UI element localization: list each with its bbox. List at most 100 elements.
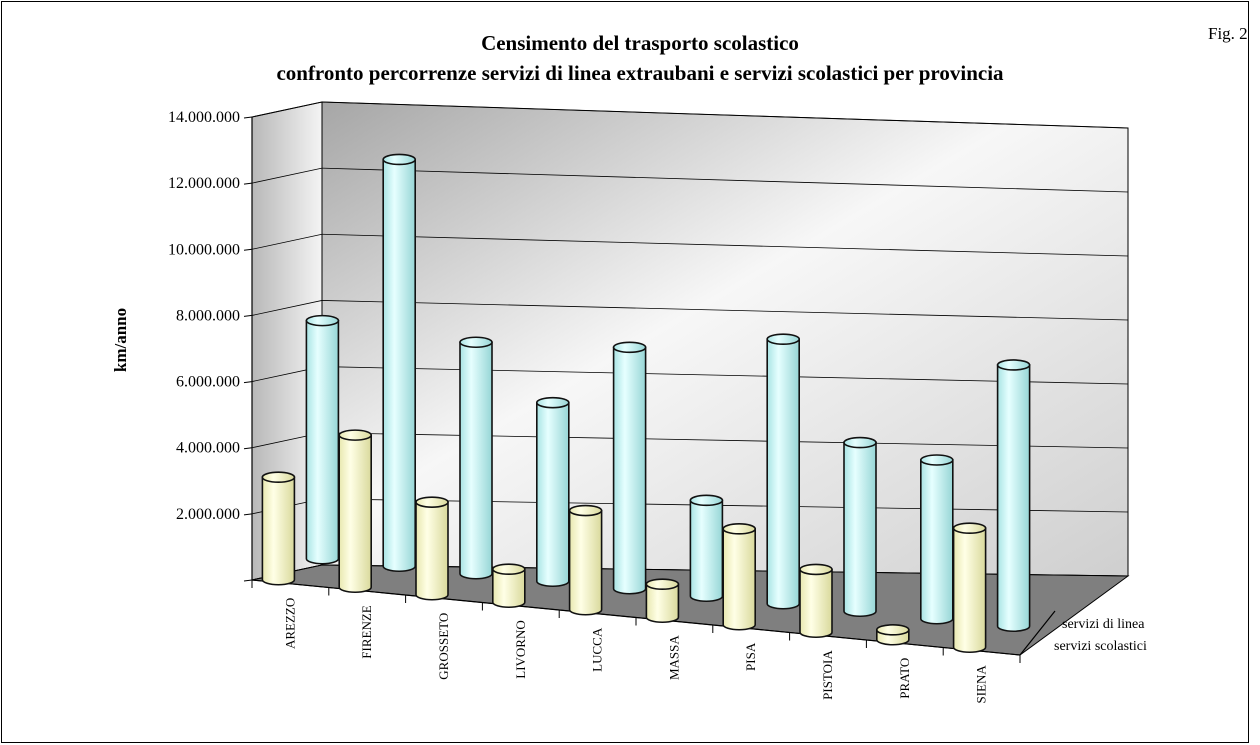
bar-servizi-di-linea-body <box>612 346 647 595</box>
bar-servizi-di-linea-top <box>996 359 1031 371</box>
bar-servizi-di-linea-top <box>919 454 954 466</box>
legend-series-scolastici: servizi scolastici <box>1054 639 1147 654</box>
y-tick-mark <box>243 116 253 119</box>
bar-servizi-scolastici <box>415 496 449 601</box>
bar-servizi-di-linea-body <box>996 364 1031 633</box>
bar-servizi-scolastici <box>338 429 373 594</box>
y-tick-mark <box>243 182 253 185</box>
bar-servizi-scolastici-top <box>645 578 680 590</box>
bar-servizi-scolastici-top <box>722 523 757 535</box>
x-tick-label: LUCCA <box>590 627 605 672</box>
chart-subtitle: confronto percorrenze servizi di linea e… <box>276 61 1004 85</box>
bar-servizi-di-linea-top <box>766 333 801 345</box>
gridline <box>251 233 323 250</box>
x-tick-label: SIENA <box>974 665 989 704</box>
x-tick-label: PISTOIA <box>820 650 835 700</box>
x-tick-label: PISA <box>743 642 758 671</box>
y-tick-mark <box>243 314 253 317</box>
gridlines <box>243 101 1129 582</box>
bar-servizi-di-linea-top <box>612 341 647 354</box>
bar-servizi-scolastici-top <box>338 429 373 441</box>
y-ticks: 14.000.000 12.000.000 10.000.000 8.000.0… <box>168 109 240 523</box>
bar-servizi-scolastici-body <box>415 501 449 601</box>
y-tick-label: 6.000.000 <box>176 374 240 391</box>
bar-servizi-scolastici-top <box>799 563 833 576</box>
y-tick-label: 4.000.000 <box>176 440 240 457</box>
bar-servizi-scolastici-top <box>491 563 526 575</box>
bar-servizi-scolastici-top <box>568 504 603 517</box>
bar-servizi-scolastici-body <box>645 583 680 624</box>
bar-servizi-scolastici-top <box>952 522 987 534</box>
bar-servizi-di-linea-top <box>689 494 724 507</box>
gridline <box>321 300 1129 321</box>
bar-servizi-di-linea <box>612 341 647 595</box>
bar-servizi-scolastici-body <box>261 476 296 586</box>
gridline <box>321 167 1129 193</box>
gridline <box>251 167 323 184</box>
bar-servizi-di-linea <box>689 494 724 603</box>
y-tick-label: 12.000.000 <box>168 175 240 192</box>
bar-servizi-scolastici <box>875 624 910 646</box>
y-tick-mark <box>243 579 253 582</box>
bar-servizi-scolastici-top <box>261 471 296 484</box>
x-tick-label: MASSA <box>666 635 681 680</box>
bar-servizi-di-linea-top <box>843 436 877 449</box>
bar-servizi-di-linea <box>382 153 417 573</box>
bar-servizi-di-linea-body <box>536 401 570 588</box>
y-tick-mark <box>243 381 253 384</box>
bar-servizi-di-linea-top <box>305 314 340 327</box>
bar-servizi-di-linea <box>305 314 340 565</box>
bar-servizi-di-linea-top <box>382 153 417 166</box>
y-tick-mark <box>243 248 253 251</box>
x-tick-label: FIRENZE <box>359 605 374 659</box>
bars <box>251 153 1031 663</box>
bar-servizi-scolastici-body <box>722 528 756 631</box>
chart-title: Censimento del trasporto scolastico <box>481 31 799 55</box>
bar-servizi-di-linea-top <box>459 336 493 349</box>
bar-servizi-di-linea <box>996 359 1031 633</box>
bar-servizi-di-linea-body <box>843 441 877 618</box>
bar-servizi-scolastici <box>645 578 680 624</box>
y-tick-mark <box>243 447 253 450</box>
bar-servizi-di-linea <box>766 333 801 610</box>
bar-servizi-di-linea-body <box>689 499 724 603</box>
legend-series-linea: servizi di linea <box>1062 617 1145 632</box>
x-tick-label: LIVORNO <box>513 620 528 679</box>
bar-servizi-scolastici <box>722 523 757 631</box>
bar-servizi-scolastici-body <box>568 509 603 616</box>
bar-servizi-di-linea-body <box>766 338 800 610</box>
y-tick-label: 8.000.000 <box>176 307 240 324</box>
bar-servizi-scolastici <box>261 471 296 586</box>
bar-servizi-di-linea <box>843 436 877 618</box>
x-categories: AREZZO FIRENZE GROSSETO LIVORNO LUCCA MA… <box>282 598 988 704</box>
bar-servizi-di-linea-top <box>535 396 570 409</box>
bar-servizi-scolastici <box>568 504 603 616</box>
gridline <box>321 498 1129 513</box>
bar-servizi-scolastici-top <box>415 496 449 508</box>
bar-servizi-di-linea <box>919 454 954 625</box>
x-tick-label: GROSSETO <box>436 613 451 680</box>
y-axis-label: km/anno <box>111 308 130 372</box>
gridline <box>321 366 1129 385</box>
bar-servizi-scolastici-body <box>952 527 987 654</box>
bar-servizi-scolastici-body <box>799 568 833 639</box>
depth-axis <box>1019 610 1056 656</box>
bar-servizi-di-linea <box>459 336 493 580</box>
bar-servizi-di-linea <box>535 396 570 588</box>
gridline <box>321 101 1129 129</box>
y-tick-label: 10.000.000 <box>168 241 240 258</box>
y-tick-mark <box>243 513 253 516</box>
figure-label: Fig. 2 <box>1208 24 1248 43</box>
bar-servizi-di-linea-body <box>920 459 954 625</box>
bar-servizi-di-linea-body <box>305 319 340 565</box>
y-tick-label: 2.000.000 <box>176 506 240 523</box>
bar-servizi-scolastici-body <box>338 434 372 594</box>
bar-servizi-scolastici <box>491 563 526 609</box>
bar-servizi-scolastici-body <box>492 568 526 609</box>
bar-servizi-di-linea-body <box>459 341 493 580</box>
bar-servizi-di-linea-body <box>382 158 416 573</box>
gridline <box>321 233 1129 257</box>
bar-servizi-scolastici <box>799 563 833 639</box>
